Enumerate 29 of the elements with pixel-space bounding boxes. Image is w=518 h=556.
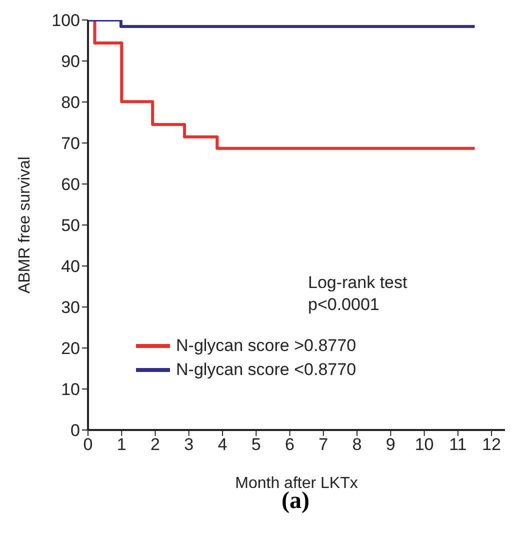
y-tick-label: 60: [61, 175, 80, 194]
y-tick-label: 40: [61, 257, 80, 276]
x-tick-label: 5: [251, 435, 261, 454]
x-tick-label: 8: [352, 435, 362, 454]
x-tick-label: 4: [218, 435, 228, 454]
x-tick-label: 11: [449, 435, 467, 454]
legend-label: N-glycan score <0.8770: [176, 359, 356, 381]
y-tick-label: 0: [70, 421, 80, 440]
x-tick-label: 7: [318, 435, 328, 454]
y-tick-label: 30: [61, 298, 80, 318]
y-tick-label: 20: [61, 339, 80, 358]
annotation: Log-rank test: [308, 273, 408, 292]
legend-label: N-glycan score >0.8770: [176, 335, 356, 357]
y-tick-label: 80: [61, 93, 80, 112]
x-tick-label: 9: [386, 435, 396, 454]
x-tick-label: 0: [83, 435, 93, 454]
y-tick-label: 70: [61, 134, 80, 154]
x-tick-label: 3: [184, 435, 194, 454]
y-tick-label: 100: [52, 11, 80, 30]
x-tick-label: 10: [414, 435, 434, 454]
x-tick-label: 2: [150, 435, 160, 454]
annotation: p<0.0001: [308, 295, 380, 314]
x-tick-label: 6: [285, 435, 295, 454]
y-tick-label: 50: [61, 216, 80, 236]
y-tick-label: 90: [61, 52, 80, 72]
x-tick-label: 12: [482, 435, 502, 454]
y-tick-label: 10: [61, 380, 80, 400]
x-tick-label: 1: [116, 435, 126, 454]
y-axis-title: ABMR free survival: [16, 156, 34, 294]
